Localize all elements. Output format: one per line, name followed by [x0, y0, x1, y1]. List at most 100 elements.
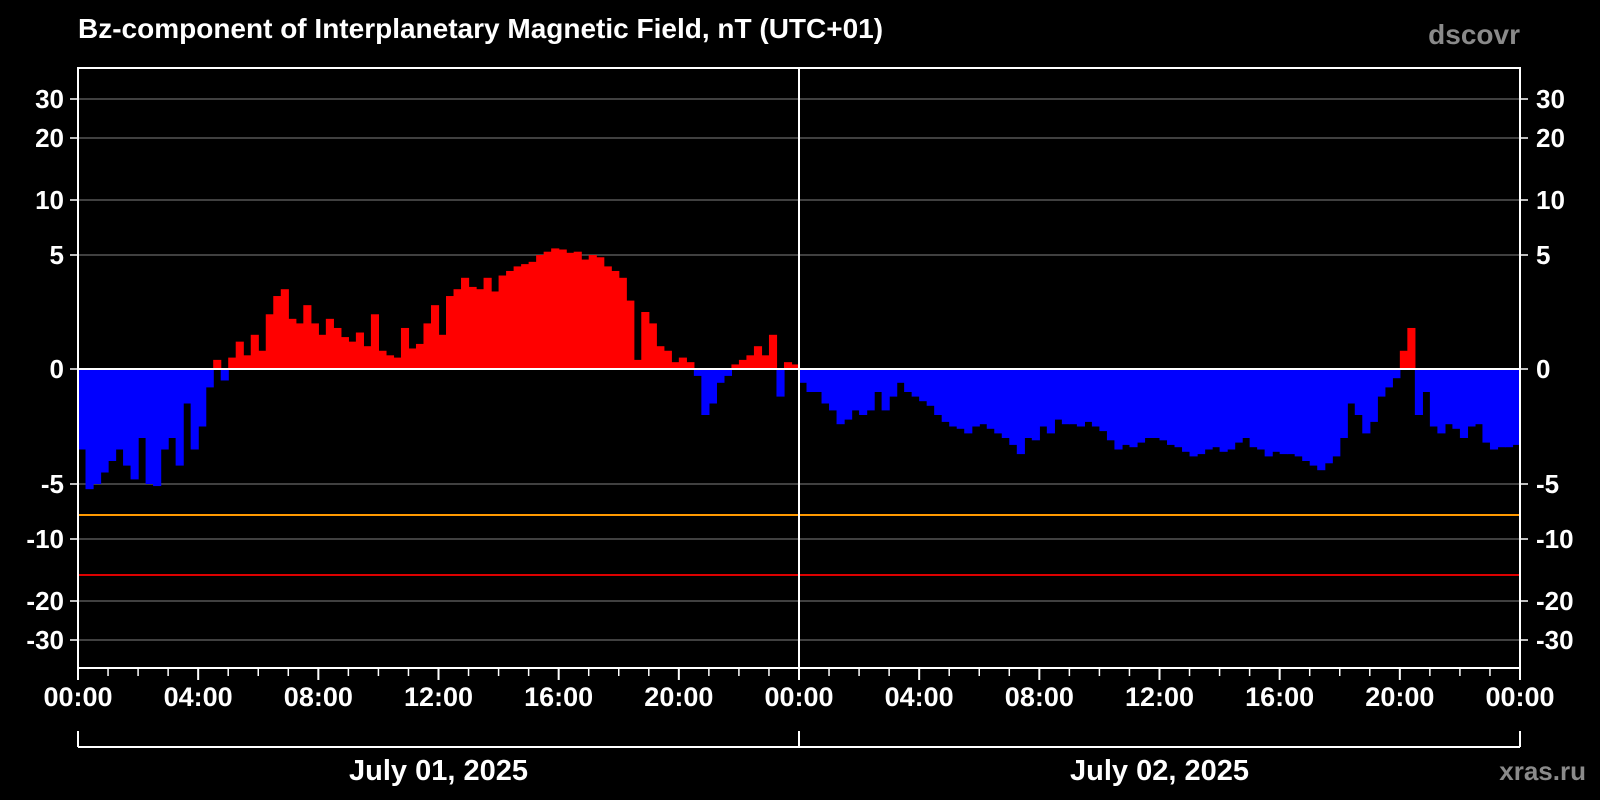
bz-bar — [1339, 369, 1348, 438]
bz-bar — [1182, 369, 1191, 452]
bz-bar — [1377, 369, 1386, 397]
bz-bar — [1144, 369, 1153, 438]
bz-bar — [1076, 369, 1085, 427]
x-tick-label: 12:00 — [1125, 682, 1194, 712]
bz-bar — [1414, 369, 1423, 415]
bz-bar — [1392, 369, 1401, 379]
y-tick-label-right: -5 — [1536, 469, 1559, 499]
bz-bar — [1167, 369, 1176, 445]
bz-bar — [588, 255, 597, 369]
bz-bar — [1399, 350, 1408, 369]
bz-bar — [1114, 369, 1123, 450]
bz-bar — [618, 277, 627, 369]
bz-bar — [1174, 369, 1183, 448]
date-label: July 01, 2025 — [349, 755, 528, 787]
bz-bar — [115, 369, 124, 450]
bz-bar — [288, 318, 297, 369]
bz-bar — [521, 264, 530, 369]
bz-bar — [979, 369, 988, 425]
bz-bar — [138, 369, 147, 438]
bz-bar — [153, 369, 162, 487]
x-tick-label: 04:00 — [164, 682, 233, 712]
bz-bar — [393, 357, 402, 369]
bz-bar — [1272, 369, 1281, 452]
x-tick-label: 00:00 — [43, 682, 112, 712]
bz-bar — [123, 369, 132, 466]
bz-bar — [1061, 369, 1070, 425]
bz-bar — [1009, 369, 1018, 445]
bz-bar — [874, 369, 883, 392]
bz-bar — [145, 369, 154, 484]
bz-bar — [1242, 369, 1251, 438]
y-tick-label-left: -5 — [41, 469, 64, 499]
bz-bar — [1309, 369, 1318, 466]
bz-bar — [513, 266, 522, 369]
bz-bar — [1084, 369, 1093, 422]
bz-bar — [956, 369, 965, 429]
bz-bar — [941, 369, 950, 422]
bz-bar — [265, 314, 274, 369]
bz-bar — [934, 369, 943, 415]
bz-bar — [93, 369, 102, 484]
source-label: dscovr — [1428, 19, 1520, 50]
bz-bar — [701, 369, 710, 415]
bz-bar — [851, 369, 860, 411]
bz-bar — [1151, 369, 1161, 438]
chart-title: Bz-component of Interplanetary Magnetic … — [78, 13, 883, 44]
bz-bar — [663, 350, 672, 369]
bz-bar — [566, 252, 575, 369]
y-tick-label-right: -20 — [1536, 586, 1574, 616]
x-tick-label: 00:00 — [1485, 682, 1554, 712]
bz-bar — [243, 355, 252, 369]
bz-bar — [438, 334, 447, 369]
bz-bar — [333, 327, 342, 369]
axes — [70, 67, 1528, 748]
bz-bar — [1257, 369, 1266, 450]
date-label: July 02, 2025 — [1070, 755, 1249, 787]
bz-bar — [130, 369, 139, 480]
bz-bar — [731, 364, 740, 369]
bz-bar — [430, 305, 440, 369]
bz-bar — [235, 341, 244, 369]
bz-bar — [280, 289, 289, 369]
bz-bar — [821, 369, 830, 404]
y-tick-label-left: -10 — [26, 524, 64, 554]
bz-bar — [1512, 369, 1521, 445]
bz-bar — [708, 369, 717, 404]
bz-bar — [1317, 369, 1326, 471]
y-tick-label-left: 30 — [35, 84, 64, 114]
bz-bar — [859, 369, 868, 415]
bz-bar — [783, 362, 793, 369]
y-tick-label-left: 5 — [50, 240, 64, 270]
bz-bar — [603, 266, 612, 369]
x-tick-label: 08:00 — [284, 682, 353, 712]
bz-bar — [310, 323, 319, 369]
bz-bar — [1489, 369, 1499, 450]
bz-bar — [325, 318, 334, 369]
bz-bar — [1482, 369, 1491, 443]
bz-bar — [1031, 369, 1040, 441]
bz-bar — [1227, 369, 1236, 450]
bz-bar — [633, 359, 642, 369]
bz-bar — [1459, 369, 1469, 438]
bz-bar — [829, 369, 838, 411]
bz-bar — [1039, 369, 1048, 427]
bz-bar — [228, 357, 237, 369]
bz-bar — [355, 332, 364, 369]
bz-bar — [468, 286, 477, 369]
bz-bar — [686, 362, 695, 369]
bz-bar — [378, 350, 387, 369]
bz-bar — [611, 270, 620, 369]
credit-label: xras.ru — [1499, 756, 1586, 786]
bz-bar — [1354, 369, 1363, 415]
bz-bar — [716, 369, 725, 383]
bz-bar — [753, 346, 763, 369]
bz-bar — [1347, 369, 1356, 404]
bz-bar — [1159, 369, 1168, 441]
bz-bar — [1444, 369, 1454, 425]
bz-bar — [220, 369, 229, 381]
bz-bar — [776, 369, 785, 397]
bz-bar — [1497, 369, 1506, 448]
bz-bar — [641, 312, 650, 369]
bz-bar — [198, 369, 207, 427]
